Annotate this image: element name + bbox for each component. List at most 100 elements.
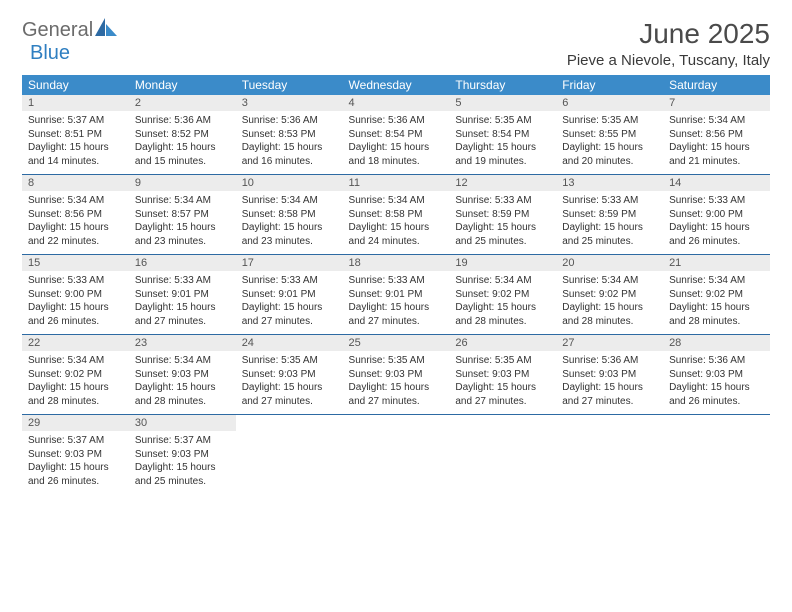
day-cell: Sunrise: 5:35 AMSunset: 8:55 PMDaylight:… [556, 111, 663, 175]
daylight-line2: and 28 minutes. [669, 315, 764, 329]
day-number: 12 [449, 175, 556, 191]
daylight-line1: Daylight: 15 hours [669, 221, 764, 235]
daylight-line2: and 28 minutes. [28, 395, 123, 409]
empty-cell [556, 431, 663, 494]
sunset-text: Sunset: 8:57 PM [135, 208, 230, 222]
daylight-line2: and 27 minutes. [349, 315, 444, 329]
day-cell: Sunrise: 5:33 AMSunset: 9:01 PMDaylight:… [343, 271, 450, 335]
day-number: 14 [663, 175, 770, 191]
sunrise-text: Sunrise: 5:33 AM [242, 274, 337, 288]
sunset-text: Sunset: 8:56 PM [669, 128, 764, 142]
sunset-text: Sunset: 8:58 PM [349, 208, 444, 222]
sunrise-text: Sunrise: 5:37 AM [28, 434, 123, 448]
sunset-text: Sunset: 8:59 PM [455, 208, 550, 222]
daylight-line1: Daylight: 15 hours [349, 221, 444, 235]
day-number: 4 [343, 95, 450, 111]
day-number: 10 [236, 175, 343, 191]
month-title: June 2025 [567, 18, 770, 50]
day-number: 29 [22, 415, 129, 431]
daylight-line1: Daylight: 15 hours [669, 381, 764, 395]
sunset-text: Sunset: 8:58 PM [242, 208, 337, 222]
day-number: 6 [556, 95, 663, 111]
daylight-line2: and 23 minutes. [135, 235, 230, 249]
day-cell: Sunrise: 5:34 AMSunset: 9:02 PMDaylight:… [449, 271, 556, 335]
empty-cell [449, 415, 556, 431]
day-cell: Sunrise: 5:33 AMSunset: 9:00 PMDaylight:… [22, 271, 129, 335]
sunrise-text: Sunrise: 5:36 AM [669, 354, 764, 368]
sunset-text: Sunset: 9:03 PM [669, 368, 764, 382]
logo: General Blue [22, 18, 117, 65]
day-cell: Sunrise: 5:36 AMSunset: 8:54 PMDaylight:… [343, 111, 450, 175]
daylight-line2: and 26 minutes. [28, 475, 123, 489]
daylight-line2: and 27 minutes. [135, 315, 230, 329]
daylight-line2: and 21 minutes. [669, 155, 764, 169]
day-number: 9 [129, 175, 236, 191]
day-number: 23 [129, 335, 236, 351]
day-cell: Sunrise: 5:34 AMSunset: 9:02 PMDaylight:… [663, 271, 770, 335]
sunrise-text: Sunrise: 5:33 AM [455, 194, 550, 208]
day-cell: Sunrise: 5:36 AMSunset: 9:03 PMDaylight:… [556, 351, 663, 415]
sunrise-text: Sunrise: 5:33 AM [562, 194, 657, 208]
location: Pieve a Nievole, Tuscany, Italy [567, 52, 770, 69]
daylight-line2: and 19 minutes. [455, 155, 550, 169]
daylight-line1: Daylight: 15 hours [135, 141, 230, 155]
weekday-monday: Monday [129, 75, 236, 95]
daylight-line2: and 18 minutes. [349, 155, 444, 169]
sunset-text: Sunset: 9:01 PM [242, 288, 337, 302]
daylight-line2: and 28 minutes. [455, 315, 550, 329]
daylight-line2: and 28 minutes. [135, 395, 230, 409]
sunset-text: Sunset: 8:59 PM [562, 208, 657, 222]
daylight-line1: Daylight: 15 hours [28, 301, 123, 315]
daylight-line1: Daylight: 15 hours [349, 301, 444, 315]
daylight-line1: Daylight: 15 hours [242, 381, 337, 395]
daylight-line2: and 27 minutes. [242, 395, 337, 409]
sunset-text: Sunset: 9:02 PM [28, 368, 123, 382]
day-number: 25 [343, 335, 450, 351]
weekday-wednesday: Wednesday [343, 75, 450, 95]
sunset-text: Sunset: 8:51 PM [28, 128, 123, 142]
day-number: 8 [22, 175, 129, 191]
day-number-row: 22232425262728 [22, 335, 770, 351]
daylight-line1: Daylight: 15 hours [242, 221, 337, 235]
daylight-line1: Daylight: 15 hours [28, 141, 123, 155]
sunrise-text: Sunrise: 5:34 AM [669, 114, 764, 128]
day-cell: Sunrise: 5:34 AMSunset: 9:02 PMDaylight:… [22, 351, 129, 415]
day-body-row: Sunrise: 5:34 AMSunset: 8:56 PMDaylight:… [22, 191, 770, 255]
sunset-text: Sunset: 8:56 PM [28, 208, 123, 222]
sunrise-text: Sunrise: 5:37 AM [28, 114, 123, 128]
daylight-line2: and 25 minutes. [562, 235, 657, 249]
sunset-text: Sunset: 8:55 PM [562, 128, 657, 142]
day-cell: Sunrise: 5:34 AMSunset: 8:58 PMDaylight:… [236, 191, 343, 255]
day-cell: Sunrise: 5:37 AMSunset: 8:51 PMDaylight:… [22, 111, 129, 175]
daylight-line2: and 26 minutes. [669, 235, 764, 249]
sunrise-text: Sunrise: 5:35 AM [349, 354, 444, 368]
day-number: 26 [449, 335, 556, 351]
daylight-line1: Daylight: 15 hours [455, 141, 550, 155]
daylight-line2: and 27 minutes. [349, 395, 444, 409]
day-cell: Sunrise: 5:36 AMSunset: 8:52 PMDaylight:… [129, 111, 236, 175]
day-number: 19 [449, 255, 556, 271]
sunset-text: Sunset: 9:02 PM [562, 288, 657, 302]
sunset-text: Sunset: 9:03 PM [135, 368, 230, 382]
sunrise-text: Sunrise: 5:36 AM [349, 114, 444, 128]
day-cell: Sunrise: 5:33 AMSunset: 8:59 PMDaylight:… [556, 191, 663, 255]
sunset-text: Sunset: 9:03 PM [135, 448, 230, 462]
sunset-text: Sunset: 8:54 PM [349, 128, 444, 142]
weekday-sunday: Sunday [22, 75, 129, 95]
day-cell: Sunrise: 5:34 AMSunset: 9:03 PMDaylight:… [129, 351, 236, 415]
daylight-line2: and 23 minutes. [242, 235, 337, 249]
daylight-line2: and 27 minutes. [242, 315, 337, 329]
sunset-text: Sunset: 9:03 PM [28, 448, 123, 462]
day-number-row: 15161718192021 [22, 255, 770, 271]
day-number: 21 [663, 255, 770, 271]
day-cell: Sunrise: 5:34 AMSunset: 8:56 PMDaylight:… [663, 111, 770, 175]
sunset-text: Sunset: 9:03 PM [242, 368, 337, 382]
daylight-line1: Daylight: 15 hours [135, 221, 230, 235]
daylight-line1: Daylight: 15 hours [455, 221, 550, 235]
sunset-text: Sunset: 9:00 PM [669, 208, 764, 222]
day-number: 24 [236, 335, 343, 351]
day-number: 30 [129, 415, 236, 431]
day-cell: Sunrise: 5:34 AMSunset: 8:58 PMDaylight:… [343, 191, 450, 255]
daylight-line1: Daylight: 15 hours [455, 381, 550, 395]
daylight-line1: Daylight: 15 hours [28, 221, 123, 235]
